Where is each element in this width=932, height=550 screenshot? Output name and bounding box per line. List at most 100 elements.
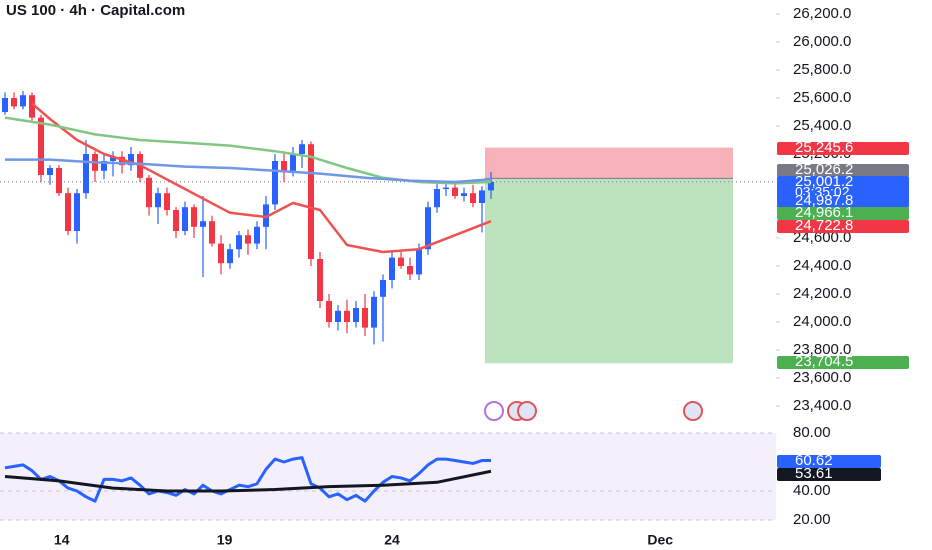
candle-body	[20, 95, 26, 107]
x-tick-label: Dec	[647, 532, 673, 548]
candle-body	[344, 310, 350, 322]
candle-body	[416, 249, 422, 275]
candle-body	[452, 187, 458, 196]
rsi-label: 53.61	[795, 465, 833, 482]
candle-body	[443, 187, 449, 189]
y-tick-label: 24,600.0	[793, 229, 851, 246]
price-label-box	[777, 195, 909, 208]
candle-body	[281, 161, 287, 171]
x-tick-label: 14	[54, 532, 70, 548]
candle-body	[326, 301, 332, 322]
y-tick-label: 25,600.0	[793, 89, 851, 106]
candle-body	[119, 156, 125, 166]
rsi-tick-label: 20.00	[793, 511, 831, 528]
y-tick-label: 23,400.0	[793, 397, 851, 414]
candle-body	[227, 249, 233, 264]
rsi-band	[0, 432, 776, 521]
rsi-label-box	[777, 455, 881, 468]
candle-body	[83, 154, 89, 194]
stop-zone	[485, 147, 733, 179]
candle-body	[182, 207, 188, 231]
event-icon[interactable]	[683, 401, 703, 421]
candle-body	[299, 144, 305, 154]
y-tick-label: 24,200.0	[793, 285, 851, 302]
candle-body	[173, 210, 179, 231]
candle-body	[272, 161, 278, 205]
price-label-box	[777, 207, 909, 220]
candle-body	[2, 98, 8, 112]
rsi-tick-label: 80.00	[793, 424, 831, 441]
price-label-box	[777, 220, 909, 233]
price-label-box	[777, 176, 909, 199]
candle-body	[290, 154, 296, 171]
candle-body	[209, 221, 215, 244]
y-tick-label: 24,000.0	[793, 313, 851, 330]
candle-body	[101, 161, 107, 171]
candle-body	[218, 243, 224, 264]
price-label-box	[777, 164, 909, 177]
candle-body	[56, 168, 62, 194]
price-label-box	[777, 356, 909, 369]
y-tick-label: 24,400.0	[793, 257, 851, 274]
candle-body	[254, 226, 260, 244]
price-label: 24,987.8	[795, 192, 853, 209]
candle-body	[191, 207, 197, 227]
candle-body	[398, 257, 404, 266]
candle-body	[479, 190, 485, 203]
candle-body	[335, 310, 341, 322]
x-tick-label: 24	[384, 532, 400, 548]
candle-body	[317, 259, 323, 301]
candle-body	[128, 154, 134, 166]
candle-body	[308, 144, 314, 259]
price-label: 24,722.8	[795, 217, 853, 234]
chart-title: US 100 · 4h · Capital.com	[6, 2, 185, 19]
candle-body	[200, 221, 206, 227]
candle-body	[434, 189, 440, 208]
price-label-box	[777, 142, 909, 155]
candle-body	[74, 193, 80, 231]
candle-body	[38, 117, 44, 175]
moving-average	[5, 158, 492, 184]
y-tick-label: 26,200.0	[793, 5, 851, 22]
candle-body	[29, 95, 35, 118]
rsi-line	[4, 456, 491, 503]
y-tick-label: 23,800.0	[793, 341, 851, 358]
candle-body	[65, 193, 71, 231]
candle-body	[407, 266, 413, 275]
x-tick-label: 19	[217, 532, 233, 548]
candle-body	[164, 193, 170, 210]
y-tick-label: 26,000.0	[793, 33, 851, 50]
price-label: 23,704.5	[795, 353, 853, 370]
y-tick-label: 25,800.0	[793, 61, 851, 78]
price-label: 25,001.2	[795, 173, 853, 190]
candle-body	[461, 193, 467, 196]
candle-body	[371, 296, 377, 328]
candle-body	[245, 235, 251, 244]
rsi-line	[4, 469, 492, 493]
candle-body	[362, 308, 368, 328]
rsi-label: 60.62	[795, 452, 833, 469]
rsi-tick-label: 40.00	[793, 482, 831, 499]
candle-body	[389, 257, 395, 280]
event-icon[interactable]	[484, 401, 537, 421]
y-tick-label: 23,600.0	[793, 369, 851, 386]
candle-body	[425, 207, 431, 250]
rsi-label-box	[777, 468, 881, 481]
y-tick-label: 25,400.0	[793, 117, 851, 134]
candle-body	[470, 193, 476, 203]
candle-body	[380, 280, 386, 297]
candle-body	[353, 308, 359, 322]
candle-body	[236, 235, 242, 250]
candle-body	[11, 98, 17, 107]
candle-body	[155, 193, 161, 208]
target-zone	[485, 178, 733, 364]
candle-body	[146, 177, 152, 208]
price-label: 25,026.2	[795, 161, 853, 178]
candle-body	[110, 156, 116, 161]
candle-body	[488, 182, 494, 191]
price-label: 24,966.1	[795, 204, 853, 221]
price-label: 25,245.6	[795, 139, 853, 156]
moving-average	[31, 102, 492, 254]
candle-body	[47, 168, 53, 175]
